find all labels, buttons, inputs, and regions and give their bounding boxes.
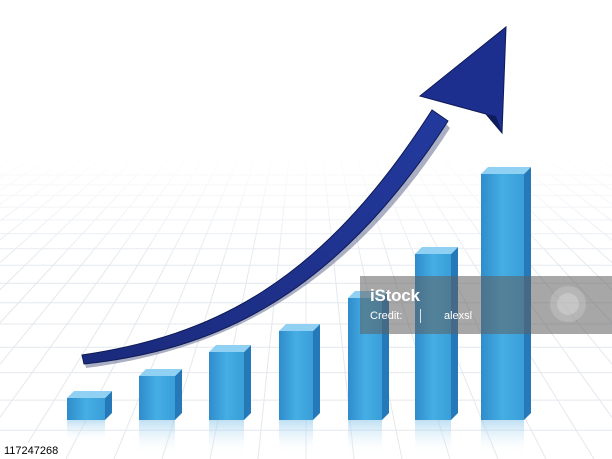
- bar-top: [67, 391, 112, 398]
- growth-arrow: [81, 25, 507, 368]
- bar-side: [313, 324, 320, 420]
- bar-top: [209, 345, 251, 352]
- bar-side: [244, 345, 251, 420]
- growth-arrow-shaft: [81, 109, 449, 365]
- growth-arrow-head-shade: [486, 114, 502, 133]
- bar-reflection: [348, 420, 382, 456]
- bar-reflection: [67, 420, 105, 442]
- bar-reflection: [209, 420, 244, 456]
- bar-side: [175, 369, 182, 420]
- bar-top: [415, 247, 458, 254]
- bar-side: [105, 391, 112, 420]
- bar-reflection: [415, 420, 451, 456]
- bar: [67, 398, 105, 420]
- bar-reflection: [481, 420, 524, 456]
- bar-top: [279, 324, 320, 331]
- bar: [139, 376, 175, 420]
- bar-reflection: [139, 420, 175, 456]
- bar-top: [481, 167, 531, 174]
- watermark-divider: [420, 309, 421, 323]
- watermark-mark-icon: [550, 286, 586, 322]
- bar-top: [139, 369, 182, 376]
- watermark-logo: iStock: [370, 286, 420, 305]
- bar: [209, 352, 244, 420]
- bar-reflection: [279, 420, 313, 456]
- watermark-credit-prefix: Credit:: [370, 310, 403, 322]
- watermark-author: alexsl: [444, 310, 473, 322]
- watermark-credit: Credit: alexsl: [370, 310, 472, 322]
- image-id-label: 117247268: [0, 443, 63, 459]
- watermark-banner: iStock Credit: alexsl: [360, 276, 612, 334]
- bar: [279, 331, 313, 420]
